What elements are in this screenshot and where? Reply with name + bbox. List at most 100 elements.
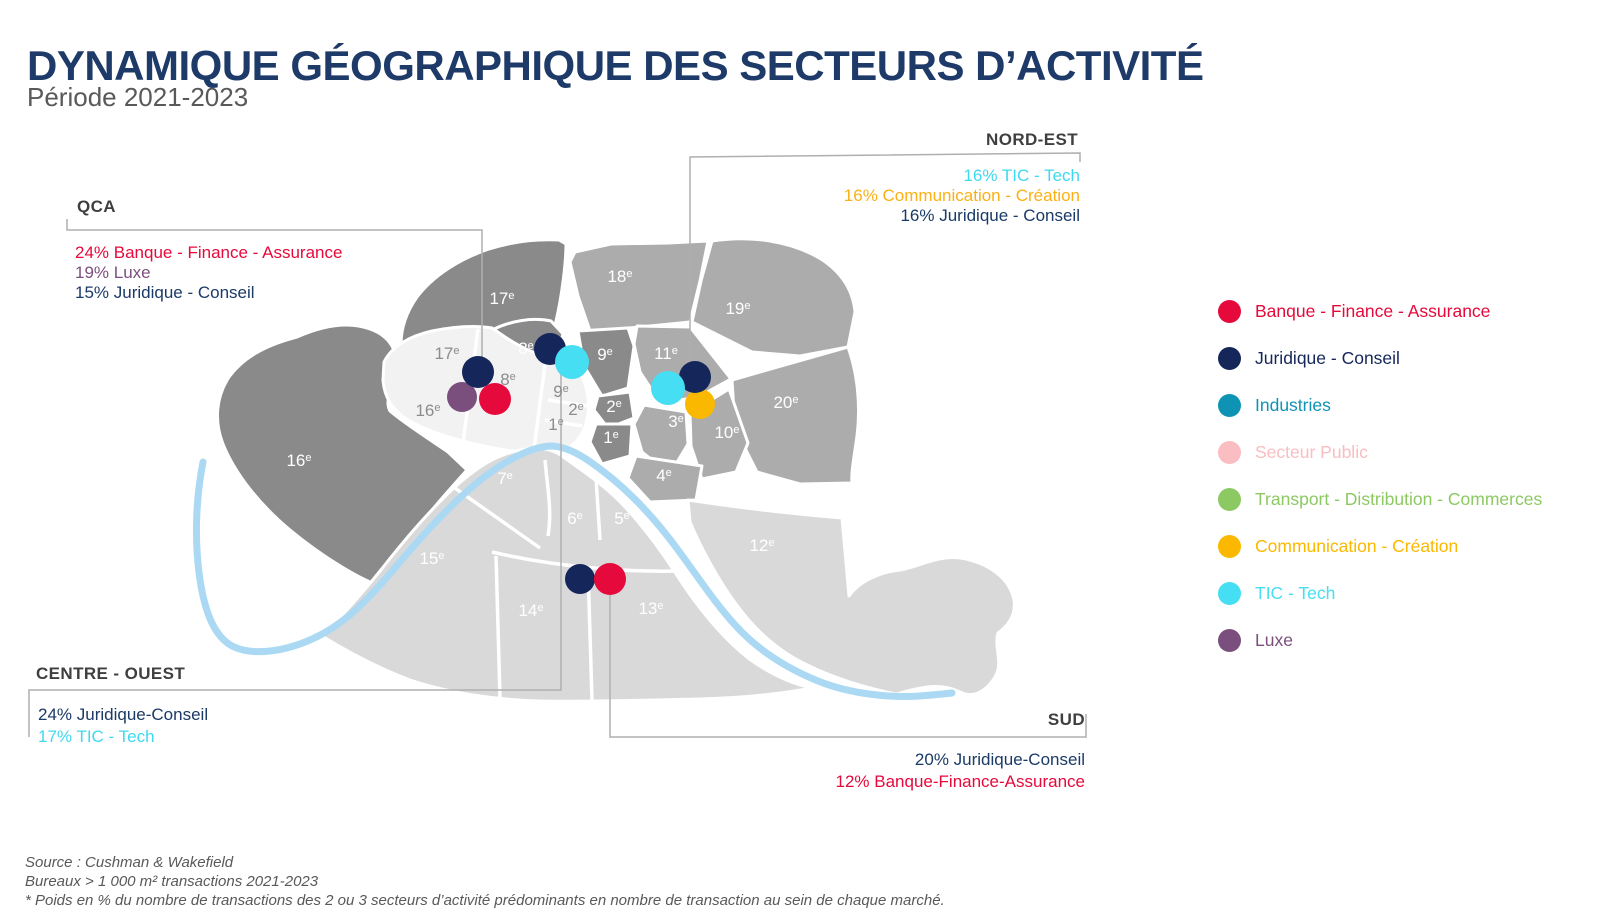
arrondissement-label: 18e [607,267,632,286]
callout-connector-centre-ouest [28,371,562,737]
page-subtitle: Période 2021-2023 [27,82,249,112]
arrondissement-label: 3e [668,412,684,431]
legend-dot-icon [1218,299,1241,323]
map-region-18e [568,239,710,333]
sector-dot-banque [479,383,511,415]
zone-stat: 15% Juridique - Conseil [75,283,255,302]
arrondissement-label: 15e [419,549,444,568]
map-region-19e [690,237,857,358]
arrondissement-label: 16e [286,451,311,470]
arrondissement-label: 9e [597,345,613,364]
sector-legend: Banque - Finance - Assurance Juridique -… [1218,299,1542,652]
arrondissement-label: 2e [568,400,584,419]
legend-label: Secteur Public [1255,441,1368,462]
map-region-1e-est [588,422,634,466]
legend-dot-icon [1218,487,1241,511]
arrondissement-label: 17e [434,344,459,363]
sector-dot-tic [651,371,685,405]
map-region-20e [730,345,861,486]
arrondissement-label: 16e [415,401,440,420]
zone-label-nord-est: NORD-EST [986,130,1078,149]
arrondissement-label: 1e [548,415,564,434]
arrondissement-label: 2e [606,397,622,416]
zone-label-sud: SUD [1047,710,1085,729]
legend-dot-icon [1218,628,1241,652]
legend-label: Juridique - Conseil [1255,347,1400,368]
legend-dot-icon [1218,440,1241,464]
zone-label-qca: QCA [77,197,116,216]
arrondissement-label: 19e [725,299,750,318]
source-note: Source : Cushman & Wakefield [25,854,234,871]
legend-item-juridique: Juridique - Conseil [1218,346,1542,370]
arrondissement-label: 12e [749,536,774,555]
zone-stat: 16% TIC - Tech [963,166,1080,185]
zone-stats-sud: 20% Juridique-Conseil 12% Banque-Finance… [836,749,1085,793]
arrondissement-label: 14e [518,601,543,620]
arrondissement-label: 5e [614,509,630,528]
arrondissement-label: 8e [518,339,534,358]
legend-item-banque: Banque - Finance - Assurance [1218,299,1542,323]
legend-label: Luxe [1255,629,1293,650]
legend-item-transport: Transport - Distribution - Commerces [1218,487,1542,511]
legend-item-secteur-public: Secteur Public [1218,440,1542,464]
zone-stats-centre-ouest: 24% Juridique-Conseil 17% TIC - Tech [38,704,208,748]
district-border-line [494,555,502,699]
arrondissement-label: 11e [654,344,678,363]
legend-label: Communication - Création [1255,535,1459,556]
district-border-line [532,356,548,450]
arrondissement-label: 1e [603,428,619,447]
arrondissement-label: 20e [773,393,798,412]
callout-connector-nord-est [689,152,1081,363]
arrondissement-label: 9e [553,382,569,401]
legend-item-industries: Industries [1218,393,1542,417]
callout-connector-sud [609,595,1087,738]
sector-dot-communication [685,389,715,419]
footnotes: Source : Cushman & Wakefield Bureaux > 1… [25,853,945,910]
seine-river [192,442,956,700]
sector-dot-juridique [565,564,595,594]
district-border-line [544,418,583,428]
district-border-line [594,477,602,541]
map-region-12e [686,498,1016,697]
arrondissement-label: 13e [638,599,663,618]
legend-label: TIC - Tech [1255,582,1336,603]
arrondissement-label: 10e [714,423,739,442]
legend-label: Industries [1255,394,1331,415]
legend-label: Transport - Distribution - Commerces [1255,488,1543,509]
sector-dot-luxe [447,382,477,412]
scope-note: Bureaux > 1 000 m² transactions 2021-202… [25,873,319,890]
zone-stat: 19% Luxe [75,263,151,282]
zone-stat: 24% Juridique-Conseil [38,705,209,724]
district-border-line [543,459,552,537]
sector-dot-banque [594,563,626,595]
sector-dot-juridique [462,356,494,388]
zone-stat: 12% Banque-Finance-Assurance [835,772,1085,791]
legend-label: Banque - Finance - Assurance [1255,300,1491,321]
legend-dot-icon [1218,346,1241,370]
arrondissement-label: 17e [489,289,514,308]
legend-dot-icon [1218,393,1241,417]
legend-dot-icon [1218,581,1241,605]
arrondissement-label: 6e [567,509,583,528]
legend-dot-icon [1218,534,1241,558]
zone-stat: 17% TIC - Tech [38,727,155,746]
zone-stat: 20% Juridique-Conseil [914,750,1085,769]
zone-stats-qca: 24% Banque - Finance - Assurance 19% Lux… [75,243,342,303]
legend-item-luxe: Luxe [1218,628,1542,652]
zone-stat: 16% Communication - Création [843,186,1080,205]
zone-stat: 24% Banque - Finance - Assurance [75,243,343,262]
sector-dot-juridique [679,361,711,393]
zone-stat: 16% Juridique - Conseil [900,206,1080,225]
methodology-note: * Poids en % du nombre de transactions d… [25,892,945,909]
zone-stats-nord-est: 16% TIC - Tech 16% Communication - Créat… [844,166,1080,226]
arrondissement-label: 4e [656,466,672,485]
page-title: DYNAMIQUE GÉOGRAPHIQUE DES SECTEURS D’AC… [27,42,1204,90]
legend-item-communication: Communication - Création [1218,534,1542,558]
callout-connector-qca [66,219,483,357]
arrondissement-label: 7e [497,469,513,488]
zone-label-centre-ouest: CENTRE - OUEST [36,664,186,683]
sector-dot-tic [555,345,589,379]
arrondissement-label: 8e [500,370,516,389]
